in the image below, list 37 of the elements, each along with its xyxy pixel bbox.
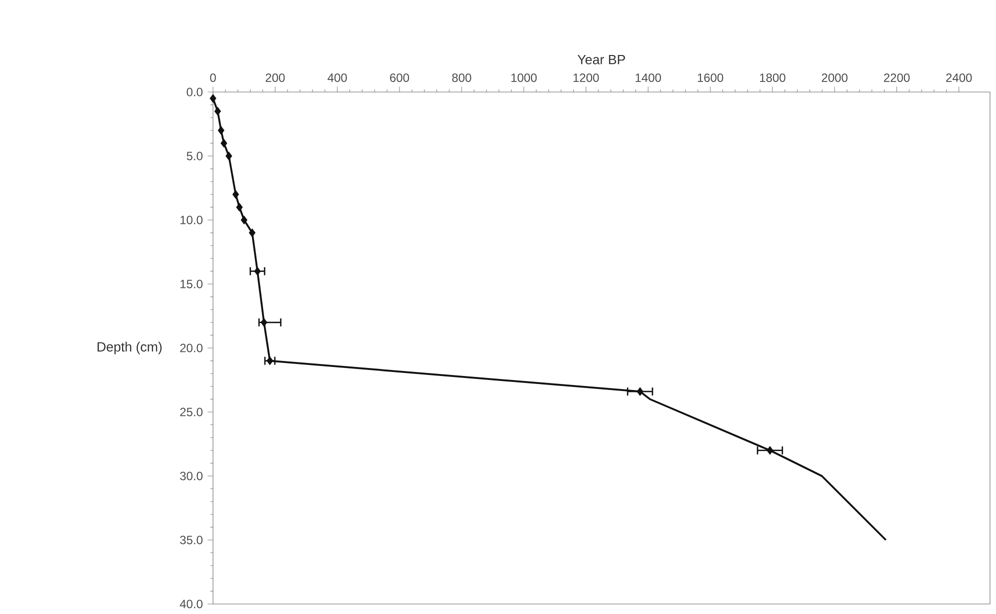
point — [240, 216, 248, 224]
point — [232, 190, 239, 199]
x-tick-label: 800 — [452, 73, 472, 82]
y-tick-label: 10.0 — [180, 216, 202, 224]
y-tick-label: 5.0 — [186, 152, 202, 160]
y-tick-label: 35.0 — [180, 536, 202, 544]
y-tick-label: 15.0 — [180, 280, 202, 288]
point — [226, 152, 232, 160]
x-tick-label: 600 — [390, 73, 410, 82]
x-tick-label: 400 — [328, 73, 347, 82]
point — [266, 356, 274, 366]
point — [236, 202, 243, 212]
x-tick-label: 200 — [266, 73, 285, 82]
point — [636, 387, 644, 396]
point — [218, 126, 224, 135]
point — [248, 228, 256, 238]
y-tick-label: 30.0 — [180, 472, 202, 480]
x-tick-label: 2400 — [946, 73, 972, 82]
y-tick-label: 40.0 — [180, 600, 202, 608]
x-tick-label: 0 — [210, 73, 216, 82]
x-tick-label: 1800 — [760, 73, 786, 82]
x-tick-label: 1600 — [698, 73, 724, 82]
y-axis-title: Depth (cm) — [98, 342, 162, 354]
x-tick-label: 1200 — [574, 73, 599, 82]
y-tick-label: 25.0 — [180, 408, 202, 416]
point — [210, 94, 216, 103]
x-tick-label: 2200 — [884, 73, 910, 82]
point — [214, 106, 221, 116]
point — [766, 446, 774, 455]
x-tick-label: 1400 — [636, 73, 661, 82]
y-tick-label: 20.0 — [180, 344, 202, 352]
x-axis-title: Year BP — [578, 55, 626, 64]
x-tick-label: 2000 — [822, 73, 848, 82]
y-tick-label: 0.0 — [186, 88, 202, 96]
point — [254, 266, 261, 276]
x-tick-label: 1000 — [511, 73, 537, 82]
point — [220, 138, 228, 148]
